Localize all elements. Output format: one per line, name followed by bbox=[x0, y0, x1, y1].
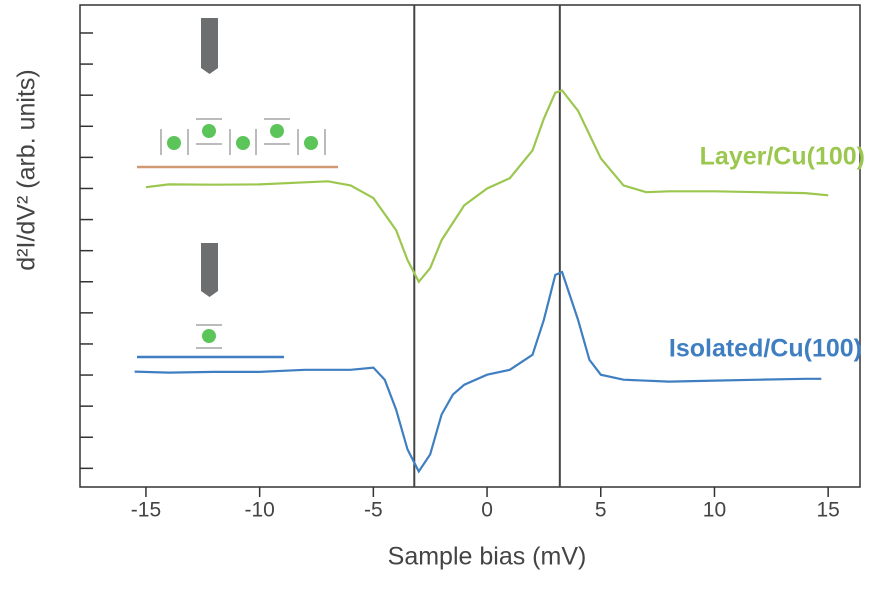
atoms bbox=[167, 124, 318, 150]
plot-frame bbox=[79, 4, 861, 488]
tip-icon bbox=[201, 18, 218, 74]
x-tick-label: 15 bbox=[816, 499, 839, 522]
series-line bbox=[145, 89, 829, 284]
atom-brackets bbox=[160, 118, 326, 155]
x-axis-label: Sample bias (mV) bbox=[388, 543, 587, 571]
isolated-schematic bbox=[137, 243, 284, 359]
x-tick-label: -10 bbox=[244, 499, 274, 522]
y-axis-label: d²I/dV² (arb. units) bbox=[13, 69, 41, 270]
series-label: Isolated/Cu(100) bbox=[669, 335, 862, 363]
series-line bbox=[134, 270, 822, 474]
series-label: Layer/Cu(100) bbox=[700, 143, 865, 171]
x-tick-label: -15 bbox=[131, 499, 161, 522]
tip-icon bbox=[201, 243, 218, 297]
x-tick-label: -5 bbox=[364, 499, 383, 522]
atom bbox=[202, 329, 216, 343]
x-tick-label: 0 bbox=[481, 499, 493, 522]
x-tick-label: 10 bbox=[703, 499, 726, 522]
layer-schematic bbox=[137, 18, 338, 169]
x-tick-label: 5 bbox=[595, 499, 607, 522]
